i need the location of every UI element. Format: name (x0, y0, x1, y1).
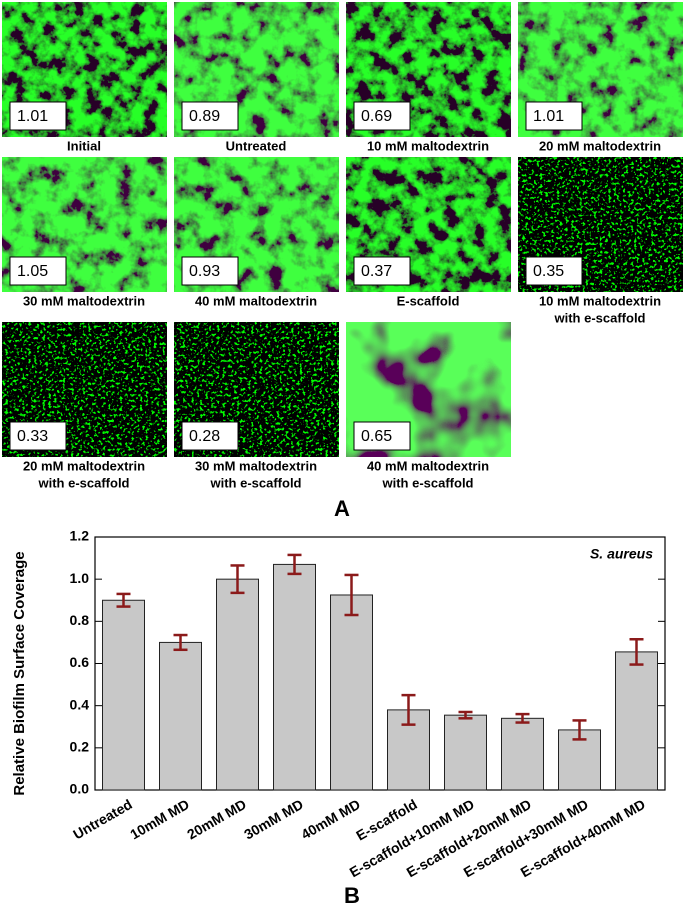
y-tick-label: 1.0 (70, 570, 90, 586)
bar (273, 563, 316, 791)
panel-label: B (344, 883, 360, 908)
error-bar (572, 719, 587, 741)
error-bar (116, 592, 131, 608)
value-box (353, 421, 411, 451)
y-tick-label: 0.8 (70, 612, 90, 628)
x-tick-label: Untreated (70, 796, 135, 843)
value-label: 0.35 (533, 263, 564, 280)
caption: with e-scaffold (381, 475, 473, 490)
y-tick-label: 0.2 (70, 739, 90, 755)
bar (159, 641, 202, 791)
y-tick-label: 0.0 (70, 781, 90, 797)
annotation: S. aureus (590, 546, 653, 562)
caption: 30 mM maltodextrin (195, 458, 317, 473)
caption: 40 mM maltodextrin (195, 293, 317, 308)
caption: Initial (67, 138, 101, 153)
y-tick-label: 1.2 (70, 528, 90, 544)
bar (615, 651, 658, 791)
value-box (9, 256, 67, 286)
value-label: 0.28 (189, 428, 220, 445)
value-label: 1.01 (17, 108, 48, 125)
value-label: 0.89 (189, 108, 220, 125)
bar (501, 717, 544, 791)
bar (444, 714, 487, 791)
caption: with e-scaffold (553, 310, 645, 325)
value-label: 1.01 (533, 108, 564, 125)
value-label: 0.33 (17, 428, 48, 445)
error-bar (629, 638, 644, 666)
caption: 10 mM maltodextrin (367, 138, 489, 153)
caption: 30 mM maltodextrin (23, 293, 145, 308)
value-box (525, 101, 583, 131)
y-tick-label: 0.4 (70, 696, 90, 712)
x-tick-label: 20mM MD (184, 796, 249, 843)
value-label: 0.65 (361, 428, 392, 445)
x-tick-label: 30mM MD (241, 796, 306, 843)
caption: 20 mM maltodextrin (23, 458, 145, 473)
value-box (9, 101, 67, 131)
error-bar (230, 564, 245, 595)
panel-label: A (334, 496, 350, 521)
error-bar (458, 710, 473, 720)
y-axis-label: Relative Biofilm Surface Coverage (11, 551, 28, 795)
error-bar (515, 712, 530, 724)
value-label: 0.37 (361, 263, 392, 280)
caption: Untreated (226, 138, 287, 153)
value-box (181, 256, 239, 286)
x-tick-label: 10mM MD (127, 796, 192, 843)
bar (330, 594, 373, 791)
caption: 20 mM maltodextrin (539, 138, 661, 153)
value-box (353, 101, 411, 131)
bar (216, 578, 259, 791)
error-bar (401, 693, 416, 726)
caption: with e-scaffold (209, 475, 301, 490)
bar (102, 599, 145, 791)
value-box (525, 256, 583, 286)
value-label: 1.05 (17, 263, 48, 280)
caption: 40 mM maltodextrin (367, 458, 489, 473)
value-box (181, 101, 239, 131)
value-box (353, 256, 411, 286)
value-box (9, 421, 67, 451)
caption: 10 mM maltodextrin (539, 293, 661, 308)
error-bar (287, 553, 302, 576)
error-bar (173, 633, 188, 652)
value-box (181, 421, 239, 451)
x-tick-label: 40mM MD (298, 796, 363, 843)
caption: E-scaffold (397, 293, 460, 308)
value-label: 0.93 (189, 263, 220, 280)
y-tick-label: 0.6 (70, 654, 90, 670)
value-label: 0.69 (361, 108, 392, 125)
error-bar (344, 573, 359, 617)
caption: with e-scaffold (37, 475, 129, 490)
